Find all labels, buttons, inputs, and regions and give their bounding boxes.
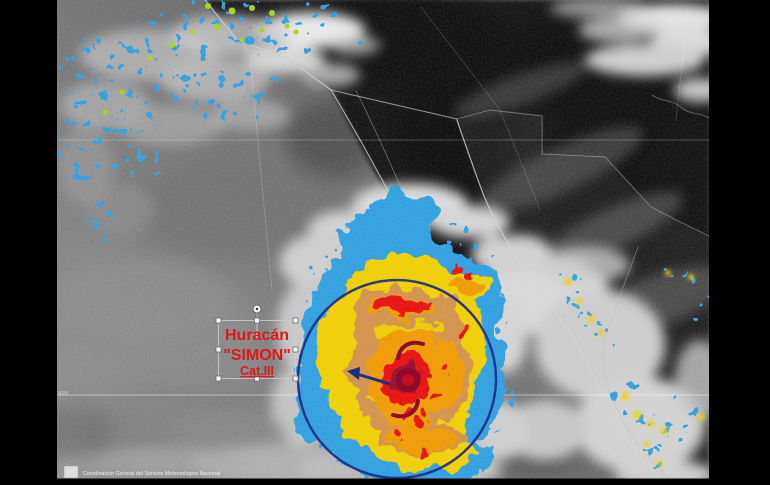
label-line-3: Cat.III xyxy=(240,364,274,378)
left-black-bar xyxy=(0,0,57,485)
track-arrow-line xyxy=(356,372,391,386)
selection-handles[interactable] xyxy=(215,317,299,382)
credit-bar: Coordinación General del Servicio Meteor… xyxy=(63,465,220,479)
agency-logo xyxy=(63,465,79,479)
grain-texture xyxy=(57,0,709,479)
label-line-2: "SIMON" xyxy=(223,347,291,364)
credit-text: Coordinación General del Servicio Meteor… xyxy=(83,471,220,477)
storm-label-box[interactable]: Huracán "SIMON" Cat.III xyxy=(215,304,299,382)
hurricane-symbol-icon xyxy=(391,340,425,419)
right-black-bar xyxy=(709,0,770,485)
rotation-handle-dot xyxy=(255,307,259,311)
satellite-scene xyxy=(57,0,709,479)
storm-label-text: Huracán "SIMON" Cat.III xyxy=(223,327,291,378)
track-arrow-head xyxy=(347,367,360,380)
label-line-1: Huracán xyxy=(225,327,289,344)
bottom-black-bar xyxy=(0,478,770,485)
forecast-overlays: Huracán "SIMON" Cat.III Coordinación Gen… xyxy=(63,278,498,480)
